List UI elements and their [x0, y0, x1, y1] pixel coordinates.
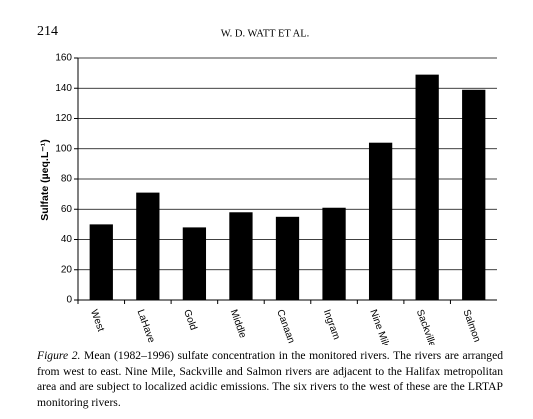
- y-tick-label: 60: [61, 204, 73, 215]
- y-tick-label: 120: [55, 113, 72, 124]
- caption-text: Mean (1982–1996) sulfate concentration i…: [37, 349, 504, 409]
- bar: [462, 89, 486, 300]
- x-tick-label: Ingram: [321, 308, 342, 341]
- bar: [229, 212, 253, 300]
- y-tick-label: 40: [61, 234, 73, 245]
- y-tick-label: 80: [61, 174, 73, 185]
- bar: [322, 207, 346, 300]
- caption-label: Figure 2.: [37, 349, 81, 362]
- running-head: W. D. WATT ET AL.: [221, 28, 310, 39]
- bar: [89, 224, 113, 300]
- bar: [275, 216, 300, 300]
- x-tick-label: Sackville: [414, 308, 438, 345]
- y-tick-label: 0: [66, 295, 72, 306]
- page-number: 214: [37, 24, 58, 39]
- x-tick-label: LaHave: [135, 308, 157, 345]
- bar: [182, 227, 207, 300]
- y-axis-label: Sulfate (µeq.L⁻¹): [39, 139, 51, 221]
- x-tick-label: West: [88, 308, 106, 333]
- figure: 214 W. D. WATT ET AL. Sulfate (µeq.L⁻¹) …: [37, 24, 497, 345]
- x-tick-label: Salmon: [460, 308, 482, 344]
- y-tick-label: 20: [61, 264, 73, 275]
- x-tick-label: Nine Mile: [367, 308, 392, 345]
- x-tick-label: Canaan: [274, 308, 296, 345]
- y-tick-label: 160: [55, 53, 72, 64]
- x-tick-label: Middle: [228, 308, 249, 340]
- y-tick-label: 100: [55, 143, 72, 154]
- y-tick-label: 140: [55, 83, 72, 94]
- x-tick-label: Gold: [181, 308, 199, 332]
- caption: Figure 2. Mean (1982–1996) sulfate conce…: [37, 348, 503, 410]
- bar: [136, 192, 160, 300]
- bar: [415, 74, 439, 300]
- bar: [368, 142, 393, 300]
